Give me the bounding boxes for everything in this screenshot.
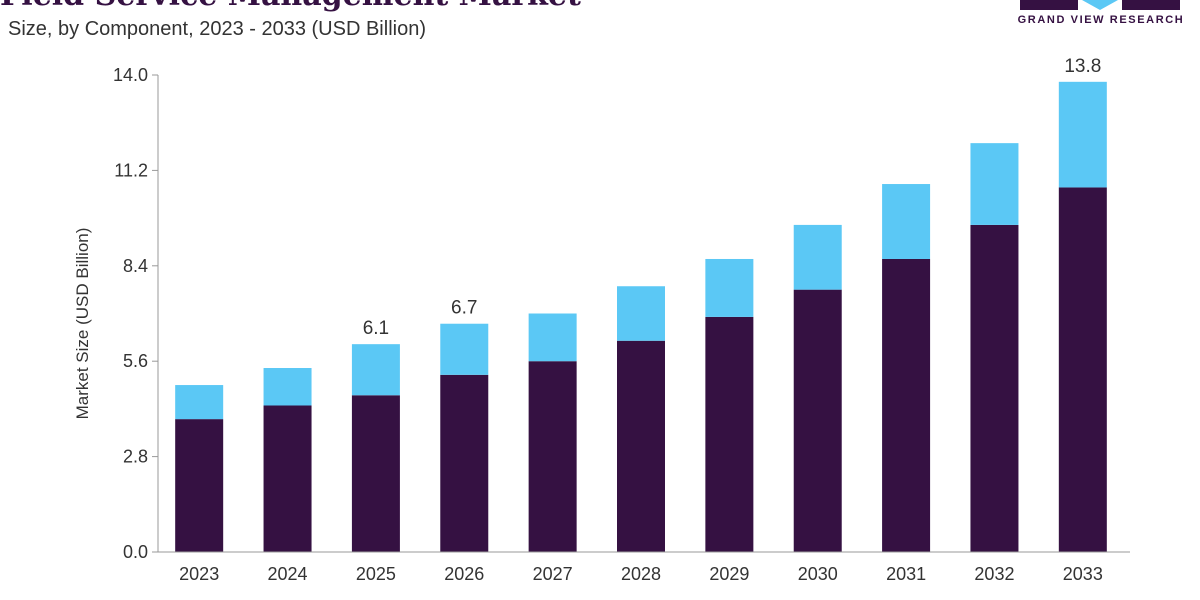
logo-text: GRAND VIEW RESEARCH	[1017, 14, 1185, 26]
bar-segment-2031-series-2	[882, 184, 931, 259]
bar-segment-2024-series-2	[263, 368, 312, 406]
bar-segment-2026-series-2	[440, 323, 489, 375]
bar-segment-2024-series-1	[263, 405, 312, 552]
x-tick-label: 2023	[179, 564, 219, 584]
logo-mark-icon	[1020, 0, 1180, 10]
bar-segment-2028-series-1	[617, 340, 665, 552]
x-tick-label: 2032	[974, 564, 1014, 584]
x-tick-label: 2031	[886, 564, 926, 584]
data-labels: 6.1 6.7 13.8	[363, 56, 1102, 339]
y-tick-label: 2.8	[123, 447, 148, 467]
bar-segment-2030-series-1	[793, 289, 842, 552]
bar-segment-2023-series-1	[175, 419, 224, 552]
data-label-2025: 6.1	[363, 318, 389, 339]
x-tick-label: 2033	[1063, 564, 1103, 584]
x-tick-label: 2029	[709, 564, 749, 584]
bar-segment-2033-series-1	[1058, 187, 1107, 552]
chart-title: Field Service Management Market	[0, 0, 581, 13]
bar-segment-2033-series-2	[1058, 81, 1107, 188]
y-tick-label: 14.0	[113, 65, 148, 85]
bar-segment-2027-series-1	[528, 361, 577, 552]
x-tick-label: 2025	[356, 564, 396, 584]
bar-segment-2031-series-1	[882, 258, 931, 552]
x-tick-label: 2030	[798, 564, 838, 584]
x-tick-label: 2024	[268, 564, 308, 584]
bar-segment-2027-series-2	[528, 313, 577, 362]
y-tick-label: 5.6	[123, 351, 148, 371]
x-tick-label: 2026	[444, 564, 484, 584]
grand-view-research-logo: GRAND VIEW RESEARCH	[1012, 0, 1190, 34]
bar-segment-2025-series-1	[351, 395, 400, 552]
x-tick-label: 2028	[621, 564, 661, 584]
bar-segment-2026-series-1	[440, 374, 489, 552]
bar-segment-2029-series-2	[705, 258, 754, 317]
data-label-2033: 13.8	[1064, 56, 1101, 77]
x-tick-label: 2027	[533, 564, 573, 584]
bars	[175, 81, 1107, 552]
x-axis: 2023 2024 2025 2026 2027 2028 2029 2030 2031 2032…	[158, 551, 1130, 584]
bar-segment-2029-series-1	[705, 316, 754, 552]
bar-segment-2032-series-1	[970, 224, 1019, 552]
bar-segment-2025-series-2	[351, 344, 400, 396]
y-axis: 0.0 2.8 5.6 8.4 11.2 14.0	[113, 65, 159, 562]
y-tick-label: 11.2	[114, 160, 148, 180]
y-tick-label: 0.0	[123, 542, 148, 562]
data-label-2026: 6.7	[451, 298, 477, 319]
bar-segment-2028-series-2	[617, 286, 665, 341]
chart-subtitle: Size, by Component, 2023 - 2033 (USD Bil…	[8, 18, 426, 40]
bar-segment-2030-series-2	[793, 224, 842, 290]
bar-segment-2032-series-2	[970, 143, 1019, 225]
y-tick-label: 8.4	[123, 256, 148, 276]
bar-segment-2023-series-2	[175, 385, 224, 420]
y-axis-title: Market Size (USD Billion)	[73, 228, 92, 420]
